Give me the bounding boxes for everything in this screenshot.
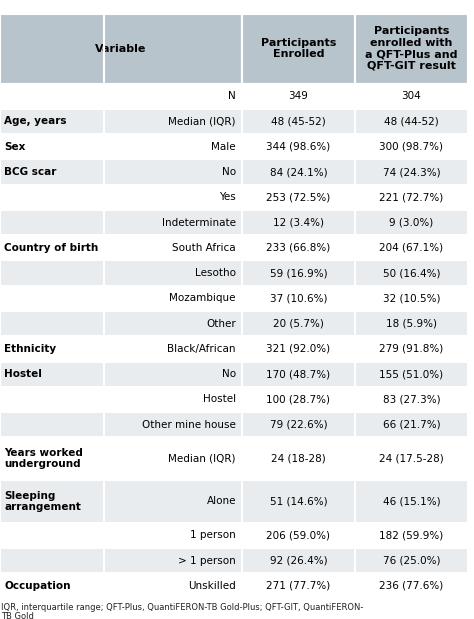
Text: 236 (77.6%): 236 (77.6%) [379,581,444,591]
Text: 279 (91.8%): 279 (91.8%) [379,344,444,354]
Text: 170 (48.7%): 170 (48.7%) [266,369,330,379]
Text: 84 (24.1%): 84 (24.1%) [270,167,328,177]
Bar [0,548,468,573]
Text: Other mine house: Other mine house [142,420,236,430]
Text: No: No [222,167,236,177]
Text: 76 (25.0%): 76 (25.0%) [383,556,440,566]
Text: Sleeping
arrangement: Sleeping arrangement [4,491,81,513]
Text: TB Gold: TB Gold [1,612,34,619]
Text: 182 (59.9%): 182 (59.9%) [379,530,444,540]
Text: 304: 304 [401,91,421,101]
Bar [0,573,468,599]
Text: 59 (16.9%): 59 (16.9%) [270,268,328,278]
Bar [0,235,468,261]
Text: 349: 349 [289,91,309,101]
Text: 50 (16.4%): 50 (16.4%) [383,268,440,278]
Text: 344 (98.6%): 344 (98.6%) [266,142,331,152]
Text: Occupation: Occupation [4,581,71,591]
Text: Sex: Sex [4,142,26,152]
Text: 66 (21.7%): 66 (21.7%) [383,420,440,430]
Text: 37 (10.6%): 37 (10.6%) [270,293,327,303]
Text: Alone: Alone [207,496,236,506]
Text: 48 (45-52): 48 (45-52) [271,116,326,126]
Text: 206 (59.0%): 206 (59.0%) [266,530,330,540]
Text: 74 (24.3%): 74 (24.3%) [383,167,440,177]
Text: Lesotho: Lesotho [195,268,236,278]
Text: 233 (66.8%): 233 (66.8%) [266,243,331,253]
Text: Age, years: Age, years [4,116,66,126]
Text: 24 (17.5-28): 24 (17.5-28) [379,454,444,464]
Text: Hostel: Hostel [203,394,236,404]
Text: N: N [228,91,236,101]
Text: Variable: Variable [95,43,146,54]
Text: 51 (14.6%): 51 (14.6%) [270,496,328,506]
Text: 253 (72.5%): 253 (72.5%) [266,193,331,202]
Text: Yes: Yes [219,193,236,202]
Text: BCG scar: BCG scar [4,167,56,177]
Text: Other: Other [206,319,236,329]
Text: 79 (22.6%): 79 (22.6%) [270,420,328,430]
Bar [0,387,468,412]
Text: Black/African: Black/African [167,344,236,354]
Text: Mozambique: Mozambique [170,293,236,303]
Bar [0,184,468,210]
Bar [0,480,468,523]
Text: 100 (28.7%): 100 (28.7%) [266,394,330,404]
Text: 18 (5.9%): 18 (5.9%) [386,319,437,329]
Bar [0,14,242,84]
Bar [355,14,468,84]
Text: 321 (92.0%): 321 (92.0%) [266,344,330,354]
Text: Participants
Enrolled: Participants Enrolled [261,38,336,59]
Text: IQR, interquartile range; QFT-Plus, QuantiFERON-TB Gold-Plus; QFT-GIT, QuantiFER: IQR, interquartile range; QFT-Plus, Quan… [1,602,364,612]
Text: 1 person: 1 person [190,530,236,540]
Text: 271 (77.7%): 271 (77.7%) [266,581,331,591]
Text: Median (IQR): Median (IQR) [168,116,236,126]
Text: 155 (51.0%): 155 (51.0%) [380,369,444,379]
Bar [0,159,468,184]
Text: 92 (26.4%): 92 (26.4%) [270,556,328,566]
Text: Indeterminate: Indeterminate [162,217,236,228]
Bar [0,311,468,336]
Text: Years worked
underground: Years worked underground [4,448,83,469]
Text: 46 (15.1%): 46 (15.1%) [383,496,440,506]
Text: 300 (98.7%): 300 (98.7%) [380,142,444,152]
Text: Male: Male [211,142,236,152]
Bar [0,210,468,235]
Text: 221 (72.7%): 221 (72.7%) [379,193,444,202]
Bar [0,261,468,286]
Text: 83 (27.3%): 83 (27.3%) [383,394,440,404]
Text: Hostel: Hostel [4,369,42,379]
Bar [242,14,355,84]
Bar [0,336,468,361]
Text: Country of birth: Country of birth [4,243,98,253]
Bar [0,412,468,437]
Text: 20 (5.7%): 20 (5.7%) [273,319,324,329]
Bar [0,437,468,480]
Text: 48 (44-52): 48 (44-52) [384,116,439,126]
Bar [0,361,468,387]
Text: Median (IQR): Median (IQR) [168,454,236,464]
Text: Participants
enrolled with
a QFT-Plus and
QFT-GIT result: Participants enrolled with a QFT-Plus an… [365,26,458,71]
Text: 32 (10.5%): 32 (10.5%) [383,293,440,303]
Bar [0,286,468,311]
Text: 24 (18-28): 24 (18-28) [271,454,326,464]
Text: Unskilled: Unskilled [188,581,236,591]
Bar [0,109,468,134]
Bar [0,84,468,109]
Text: > 1 person: > 1 person [178,556,236,566]
Text: 9 (3.0%): 9 (3.0%) [389,217,434,228]
Bar [0,523,468,548]
Text: South Africa: South Africa [173,243,236,253]
Text: Ethnicity: Ethnicity [4,344,56,354]
Text: 12 (3.4%): 12 (3.4%) [273,217,324,228]
Text: 204 (67.1%): 204 (67.1%) [380,243,444,253]
Text: No: No [222,369,236,379]
Bar [0,134,468,159]
